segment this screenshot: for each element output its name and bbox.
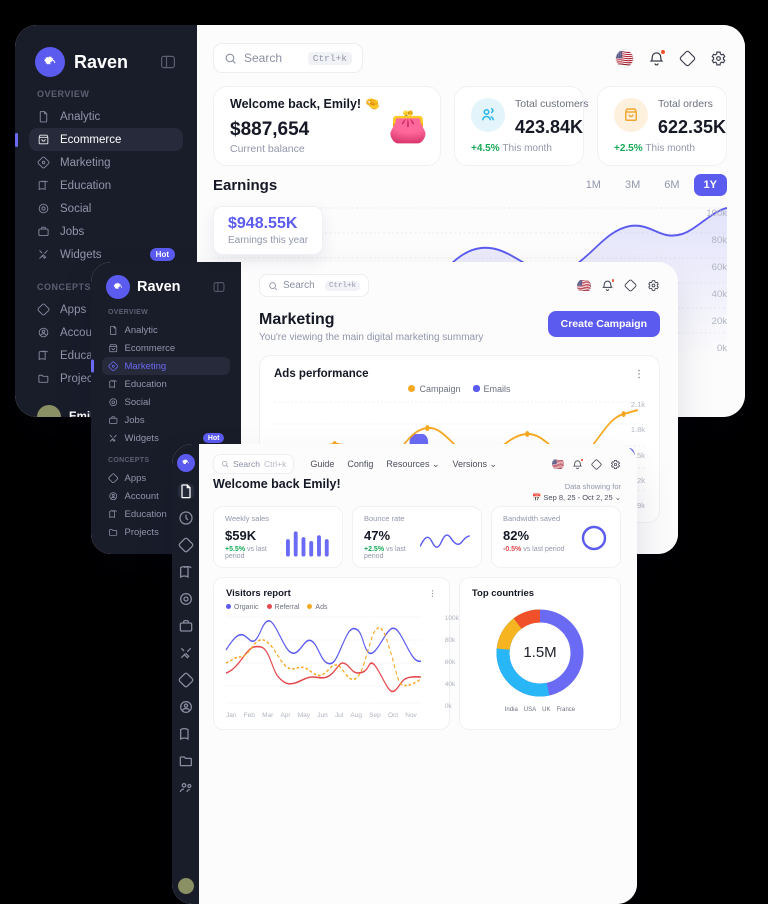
svg-text:1.5M: 1.5M (523, 644, 556, 661)
